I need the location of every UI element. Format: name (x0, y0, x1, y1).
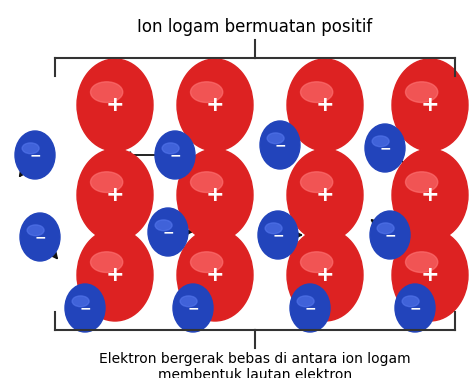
Ellipse shape (91, 252, 123, 273)
Ellipse shape (180, 296, 197, 307)
Text: −: − (34, 230, 46, 244)
Ellipse shape (301, 82, 333, 102)
Text: −: − (274, 138, 286, 152)
Text: −: − (29, 148, 41, 162)
Ellipse shape (155, 131, 195, 179)
Ellipse shape (20, 213, 60, 261)
Ellipse shape (392, 149, 468, 241)
Ellipse shape (301, 172, 333, 192)
Ellipse shape (365, 124, 405, 172)
Ellipse shape (290, 284, 330, 332)
Text: +: + (316, 265, 334, 285)
Text: −: − (272, 228, 284, 242)
Text: +: + (206, 265, 224, 285)
Ellipse shape (301, 252, 333, 273)
Text: −: − (384, 228, 396, 242)
Ellipse shape (191, 252, 223, 273)
Ellipse shape (372, 136, 389, 147)
Text: −: − (187, 301, 199, 315)
Text: +: + (316, 95, 334, 115)
Text: −: − (162, 225, 174, 239)
Ellipse shape (405, 172, 438, 192)
Ellipse shape (15, 131, 55, 179)
Ellipse shape (22, 143, 39, 154)
Text: +: + (206, 95, 224, 115)
Ellipse shape (402, 296, 419, 307)
Text: +: + (421, 265, 439, 285)
Ellipse shape (258, 211, 298, 259)
Ellipse shape (370, 211, 410, 259)
Text: Elektron bergerak bebas di antara ion logam
membentuk lautan elektron: Elektron bergerak bebas di antara ion lo… (99, 352, 411, 378)
Ellipse shape (287, 59, 363, 151)
Ellipse shape (287, 229, 363, 321)
Text: +: + (421, 95, 439, 115)
Ellipse shape (162, 143, 179, 154)
Ellipse shape (191, 82, 223, 102)
Text: −: − (169, 148, 181, 162)
Ellipse shape (405, 252, 438, 273)
Ellipse shape (91, 82, 123, 102)
Text: +: + (106, 95, 124, 115)
Ellipse shape (173, 284, 213, 332)
Ellipse shape (77, 149, 153, 241)
Text: +: + (421, 185, 439, 205)
Ellipse shape (287, 149, 363, 241)
Text: −: − (79, 301, 91, 315)
Text: −: − (379, 141, 391, 155)
Ellipse shape (65, 284, 105, 332)
Ellipse shape (177, 59, 253, 151)
Ellipse shape (177, 229, 253, 321)
Ellipse shape (377, 223, 394, 234)
Ellipse shape (77, 229, 153, 321)
Text: +: + (206, 185, 224, 205)
Text: +: + (106, 185, 124, 205)
Text: +: + (106, 265, 124, 285)
Ellipse shape (265, 223, 282, 234)
Ellipse shape (392, 229, 468, 321)
Ellipse shape (27, 225, 44, 235)
Ellipse shape (260, 121, 300, 169)
Ellipse shape (191, 172, 223, 192)
Text: Ion logam bermuatan positif: Ion logam bermuatan positif (137, 18, 373, 36)
Ellipse shape (177, 149, 253, 241)
Ellipse shape (405, 82, 438, 102)
Ellipse shape (392, 59, 468, 151)
Ellipse shape (267, 133, 284, 144)
Ellipse shape (395, 284, 435, 332)
Ellipse shape (155, 220, 172, 231)
Ellipse shape (297, 296, 314, 307)
Ellipse shape (148, 208, 188, 256)
Text: −: − (409, 301, 421, 315)
Text: −: − (304, 301, 316, 315)
Ellipse shape (77, 59, 153, 151)
Text: +: + (316, 185, 334, 205)
Ellipse shape (72, 296, 89, 307)
Ellipse shape (91, 172, 123, 192)
